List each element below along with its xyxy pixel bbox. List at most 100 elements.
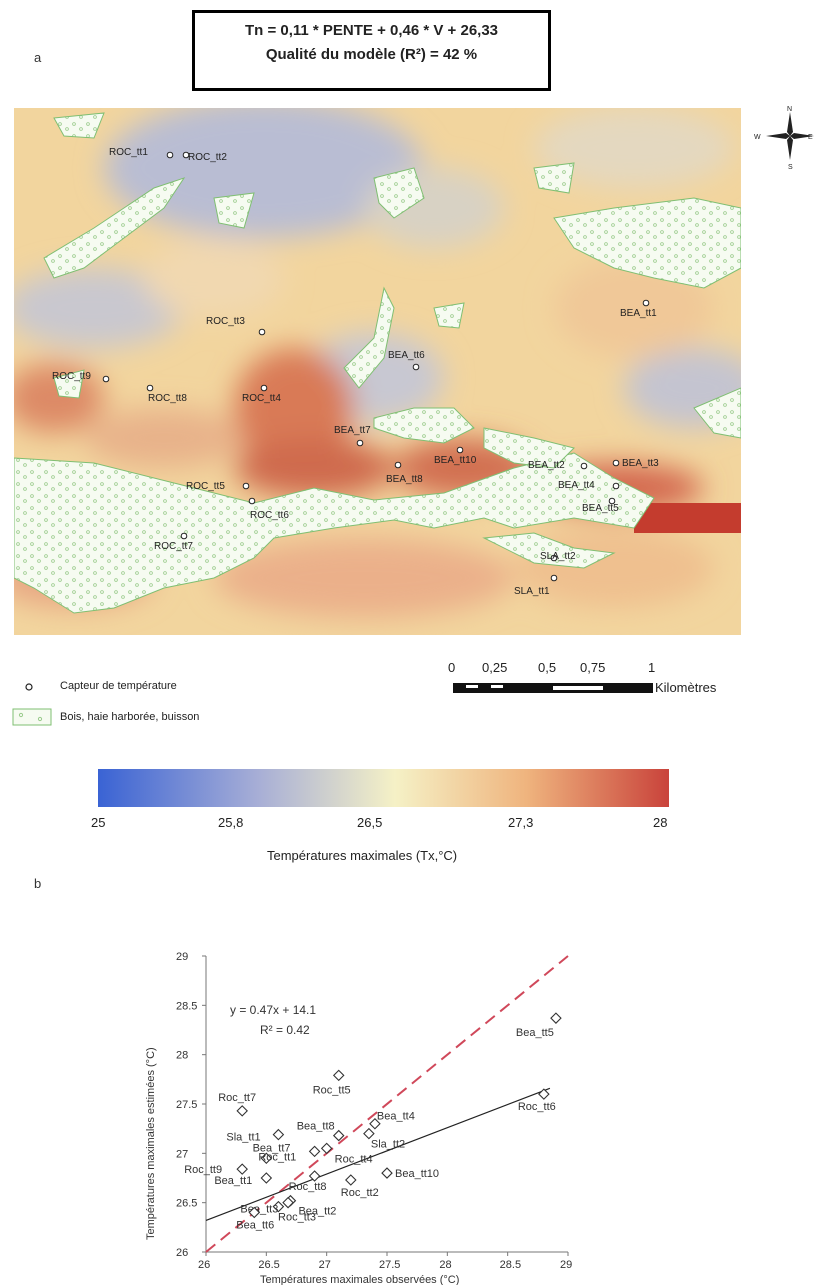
r-squared: R² = 0.42 <box>260 1023 310 1037</box>
sensor-marker-bea-tt6 <box>413 364 419 370</box>
sensor-marker-roc-tt7 <box>181 533 187 539</box>
east-label: E <box>808 134 813 141</box>
x-tick-label: 27 <box>319 1259 331 1271</box>
x-tick-label: 28 <box>439 1259 451 1271</box>
scale-tick-4: 1 <box>648 660 655 675</box>
colorbar-tick-1: 25,8 <box>218 815 243 830</box>
panel-a-label: a <box>34 50 41 65</box>
data-label-bea-tt1: Bea_tt1 <box>214 1175 252 1187</box>
data-label-roc-tt1: Roc_tt1 <box>258 1151 296 1163</box>
sensor-label-roc-tt3: ROC_tt3 <box>206 316 245 327</box>
woods-symbol-icon <box>12 708 52 726</box>
y-tick-label: 28 <box>176 1050 188 1062</box>
sensor-label-bea-tt7: BEA_tt7 <box>334 425 371 436</box>
sensor-label-sla-tt2: SLA_tt2 <box>540 551 576 562</box>
x-tick-label: 26.5 <box>258 1259 279 1271</box>
data-point-bea-tt1 <box>261 1173 271 1183</box>
scale-tick-3: 0,75 <box>580 660 605 675</box>
scale-tick-0: 0 <box>448 660 455 675</box>
sensor-label-roc-tt7: ROC_tt7 <box>154 541 193 552</box>
model-equation: Tn = 0,11 * PENTE + 0,46 * V + 26,33 <box>195 19 548 43</box>
sensor-marker-bea-tt4 <box>613 483 619 489</box>
colorbar-tick-0: 25 <box>91 815 105 830</box>
data-label-bea-tt10: Bea_tt10 <box>395 1168 439 1180</box>
x-tick-label: 26 <box>198 1259 210 1271</box>
data-label-bea-tt8: Bea_tt8 <box>297 1121 335 1133</box>
scale-unit: Kilomètres <box>655 680 716 695</box>
data-point-roc-tt4 <box>322 1143 332 1153</box>
sensor-label-bea-tt4: BEA_tt4 <box>558 480 595 491</box>
y-tick-label: 28.5 <box>176 1000 197 1012</box>
sensor-label-roc-tt1: ROC_tt1 <box>109 147 148 158</box>
data-label-roc-tt2: Roc_tt2 <box>341 1187 379 1199</box>
x-tick-label: 29 <box>560 1259 572 1271</box>
sensor-label-roc-tt5: ROC_tt5 <box>186 481 225 492</box>
scale-tick-1: 0,25 <box>482 660 507 675</box>
sensor-label-bea-tt5: BEA_tt5 <box>582 503 619 514</box>
sensor-marker-roc-tt6 <box>249 498 255 504</box>
sensor-label-roc-tt4: ROC_tt4 <box>242 393 281 404</box>
data-label-bea-tt4: Bea_tt4 <box>377 1111 415 1123</box>
y-tick-label: 27.5 <box>176 1099 197 1111</box>
sensor-label-roc-tt2: ROC_tt2 <box>188 152 227 163</box>
sensor-label-roc-tt8: ROC_tt8 <box>148 393 187 404</box>
data-point-roc-tt2 <box>346 1175 356 1185</box>
sensor-marker-roc-tt5 <box>243 483 249 489</box>
y-tick-label: 27 <box>176 1148 188 1160</box>
y-axis-label: Températures maximales estimées (°C) <box>145 1047 157 1240</box>
trend-equation: y = 0.47x + 14.1 <box>230 1003 316 1017</box>
y-tick-label: 29 <box>176 951 188 963</box>
scatter-plot: 26 26.5 27 27.5 28 28.5 29 26 26.5 27 27.5 28 28.5 29… <box>120 940 620 1285</box>
sensor-marker-bea-tt1 <box>643 300 649 306</box>
data-label-roc-tt5: Roc_tt5 <box>313 1084 351 1096</box>
colorbar-tick-4: 28 <box>653 815 667 830</box>
sensor-marker-bea-tt8 <box>395 462 401 468</box>
sensor-label-bea-tt1: BEA_tt1 <box>620 308 657 319</box>
temperature-colorbar <box>98 769 669 807</box>
data-point-sla-tt2 <box>364 1129 374 1139</box>
data-point-roc-tt6 <box>539 1089 549 1099</box>
legend-sensor-label: Capteur de température <box>60 680 177 692</box>
data-label-bea-tt6: Bea_tt6 <box>236 1220 274 1232</box>
data-label-roc-tt6: Roc_tt6 <box>518 1101 556 1113</box>
sensor-label-roc-tt9: ROC_tt9 <box>52 371 91 382</box>
sensor-marker-roc-tt8 <box>147 385 153 391</box>
sensor-marker-roc-tt9 <box>103 376 109 382</box>
colorbar-tick-2: 26,5 <box>357 815 382 830</box>
sensor-symbol-icon <box>22 680 36 694</box>
data-label-roc-tt7: Roc_tt7 <box>218 1092 256 1104</box>
sensor-marker-bea-tt3 <box>613 460 619 466</box>
sensor-label-bea-tt2: BEA_tt2 <box>528 460 565 471</box>
data-label-roc-tt3: Roc_tt3 <box>278 1212 316 1224</box>
data-point-sla-tt1 <box>273 1130 283 1140</box>
data-label-roc-tt8: Roc_tt8 <box>289 1181 327 1193</box>
panel-b-label: b <box>34 876 41 891</box>
x-tick-label: 27.5 <box>379 1259 400 1271</box>
sensor-label-sla-tt1: SLA_tt1 <box>514 586 550 597</box>
data-point-bea-tt8 <box>334 1131 344 1141</box>
north-arrow-icon: N S W E <box>752 102 814 172</box>
data-point-bea-tt10 <box>382 1168 392 1178</box>
data-label-roc-tt4: Roc_tt4 <box>335 1153 373 1165</box>
x-tick-label: 28.5 <box>500 1259 521 1271</box>
sensor-marker-bea-tt2 <box>581 463 587 469</box>
sensor-label-bea-tt6: BEA_tt6 <box>388 350 425 361</box>
data-point-bea-tt7 <box>310 1146 320 1156</box>
colorbar-title: Températures maximales (Tx,°C) <box>267 848 457 863</box>
north-label: N <box>787 106 792 113</box>
sensor-label-bea-tt3: BEA_tt3 <box>622 458 659 469</box>
model-equation-box: Tn = 0,11 * PENTE + 0,46 * V + 26,33 Qua… <box>192 10 551 91</box>
sensor-marker-roc-tt3 <box>259 329 265 335</box>
west-label: W <box>754 134 761 141</box>
south-label: S <box>788 164 793 171</box>
temperature-map: ROC_tt1 ROC_tt2 ROC_tt3 ROC_tt4 ROC_tt5 ROC_t… <box>14 108 741 635</box>
legend-woods-label: Bois, haie harborée, buisson <box>60 711 199 723</box>
scale-tick-2: 0,5 <box>538 660 556 675</box>
scale-bar <box>453 683 653 693</box>
sensor-label-roc-tt6: ROC_tt6 <box>250 510 289 521</box>
data-label-bea-tt3: Bea_tt3 <box>240 1204 278 1216</box>
sensor-marker-roc-tt4 <box>261 385 267 391</box>
sensor-marker-roc-tt1 <box>167 152 173 158</box>
sensor-label-bea-tt10: BEA_tt10 <box>434 455 477 466</box>
sensor-label-bea-tt8: BEA_tt8 <box>386 474 423 485</box>
